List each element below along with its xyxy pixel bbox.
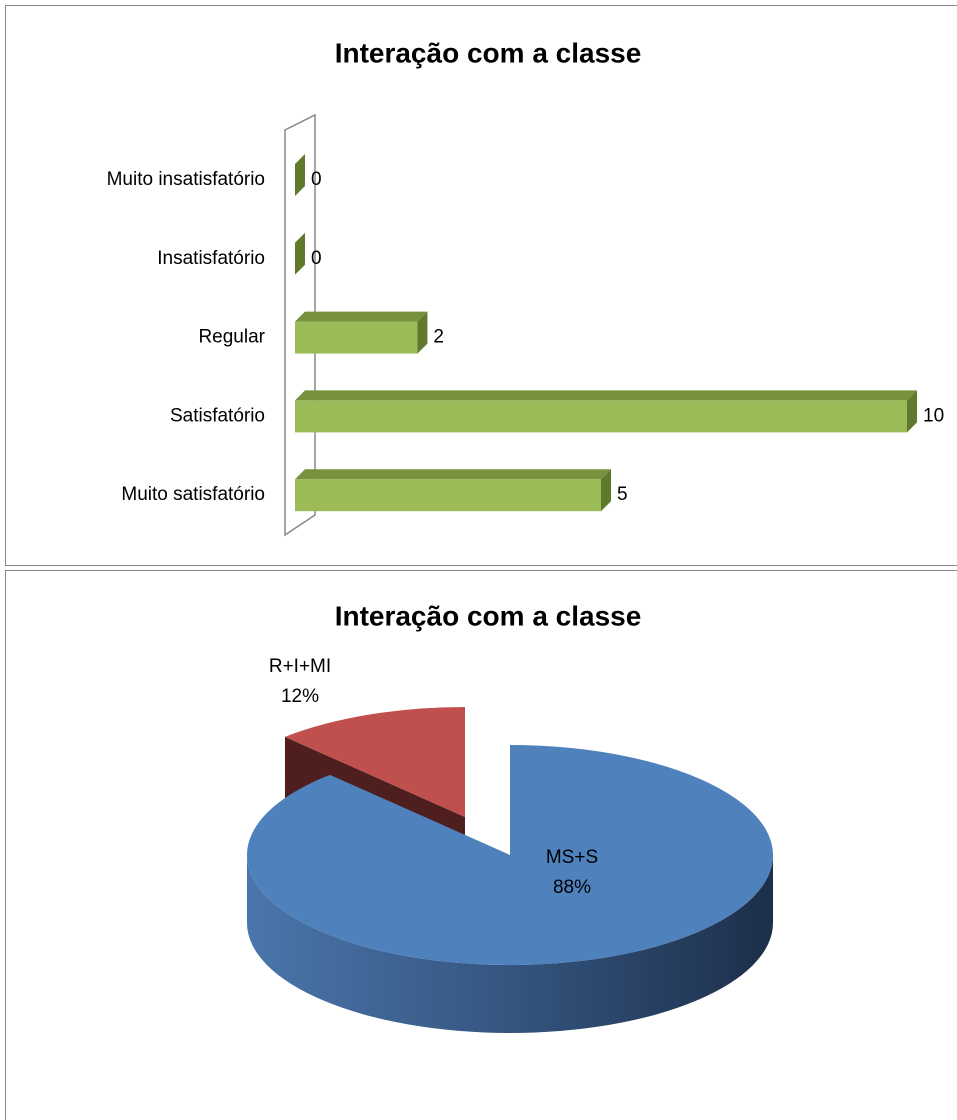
bar [295,232,305,275]
pie-side [247,855,773,1033]
data-label: 10 [923,405,944,426]
data-label: 5 [617,484,628,505]
y-tick-label: Satisfatório [170,405,265,426]
data-label: 0 [311,169,322,190]
bar-frame [5,5,957,566]
data-label: 0 [311,248,322,269]
data-label: 12% [281,686,319,707]
bar-top [295,469,611,480]
pie-frame [5,570,957,1120]
bar-front [295,400,907,433]
axis-wall [284,113,316,537]
bar-end [417,311,428,354]
bar [295,390,917,433]
y-tick-label: Insatisfatório [157,248,265,269]
pie-top [284,707,465,817]
y-tick-label: Regular [198,327,265,348]
chart-title: Interação com a classe [335,600,642,631]
bar [295,154,305,196]
bar-front [295,321,418,354]
y-tick-label: Muito satisfatório [121,484,265,505]
bar-top [295,311,428,322]
pie-top [247,745,774,965]
data-label: 88% [553,877,591,898]
bar [295,311,428,354]
bar-end [601,469,611,512]
category-label: R+I+MI [269,656,331,677]
bar-end [295,154,305,196]
pie-slice [247,745,774,1033]
bar-top [295,390,917,401]
bar-end [907,390,917,433]
chart-title: Interação com a classe [335,37,642,68]
bar [295,469,611,512]
category-label: MS+S [546,847,598,868]
y-tick-label: Muito insatisfatório [107,169,265,190]
data-label: 2 [433,327,444,348]
bar-front [295,479,601,512]
bar-end [295,232,305,275]
